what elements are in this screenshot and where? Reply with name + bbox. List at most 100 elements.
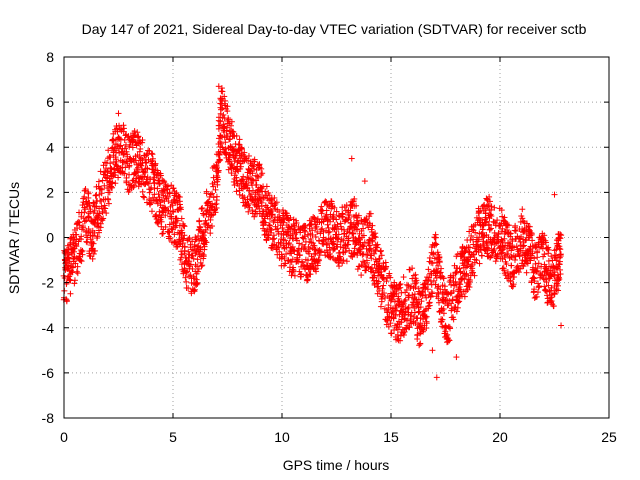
data-point [430,250,437,257]
data-point [354,226,361,233]
data-point [86,214,93,221]
data-point [457,269,464,276]
data-point [142,160,149,167]
data-point [268,226,275,233]
y-tick-label: 8 [46,49,54,65]
data-point [462,247,469,254]
data-point [149,166,156,173]
data-point [377,248,384,255]
data-point [488,213,495,220]
data-point [81,193,88,200]
data-point [422,314,429,321]
data-point [433,374,440,381]
data-point [221,93,228,100]
data-point [177,206,184,213]
data-point [484,197,491,204]
data-point [487,198,494,205]
data-point [531,241,538,248]
data-point [245,208,252,215]
data-point [137,145,144,152]
data-point [307,235,314,242]
data-point [210,194,217,201]
data-point [112,180,119,187]
data-point [224,124,231,131]
data-point [182,274,189,281]
data-point [296,240,303,247]
data-point [468,232,475,239]
data-point [71,277,78,284]
data-point [485,202,492,209]
data-point [440,275,447,282]
data-point [194,280,201,287]
data-point [558,322,565,329]
data-point [541,287,548,294]
data-point [105,147,112,154]
data-point [424,281,431,288]
data-point [79,251,86,258]
data-point [556,243,563,250]
data-point [236,136,243,143]
data-point [290,221,297,228]
data-point [508,247,515,254]
data-point [174,217,181,224]
data-point [494,253,501,260]
data-point [200,253,207,260]
data-point [350,249,357,256]
data-point [453,281,460,288]
data-point [375,262,382,269]
data-point [255,174,262,181]
data-point [209,223,216,230]
data-point [395,285,402,292]
data-point [99,209,106,216]
data-point [334,221,341,228]
data-point [432,234,439,241]
data-point [67,290,74,297]
data-point [423,294,430,301]
data-point [159,230,166,237]
data-point [282,260,289,267]
data-point [527,257,534,264]
data-point [396,281,403,288]
data-point [155,191,162,198]
y-ticks: -8 -6 -4 -2 0 2 4 6 8 [42,49,609,426]
data-point [203,188,210,195]
data-point [475,236,482,243]
data-point [351,250,358,257]
data-point [266,222,273,229]
data-point [171,231,178,238]
data-point [380,290,387,297]
data-point [522,237,529,244]
data-point [464,257,471,264]
data-point [491,204,498,211]
data-point [107,154,114,161]
data-point [534,265,541,272]
data-point [301,233,308,240]
data-point [143,151,150,158]
data-point [212,201,219,208]
data-point [351,245,358,252]
data-point [415,309,422,316]
data-point [179,236,186,243]
data-point [439,307,446,314]
data-point [233,174,240,181]
data-point [333,208,340,215]
data-point [412,284,419,291]
data-point [97,168,104,175]
data-point [89,255,96,262]
data-point [268,208,275,215]
data-point [486,221,493,228]
data-point [139,188,146,195]
data-point [107,164,114,171]
data-point [313,268,320,275]
data-point [245,200,252,207]
data-point [320,218,327,225]
data-point [529,250,536,257]
data-point [201,243,208,250]
data-point [491,246,498,253]
data-point [417,340,424,347]
data-point [230,165,237,172]
data-point [205,198,212,205]
data-point [215,83,222,90]
data-point [507,277,514,284]
data-point [162,212,169,219]
